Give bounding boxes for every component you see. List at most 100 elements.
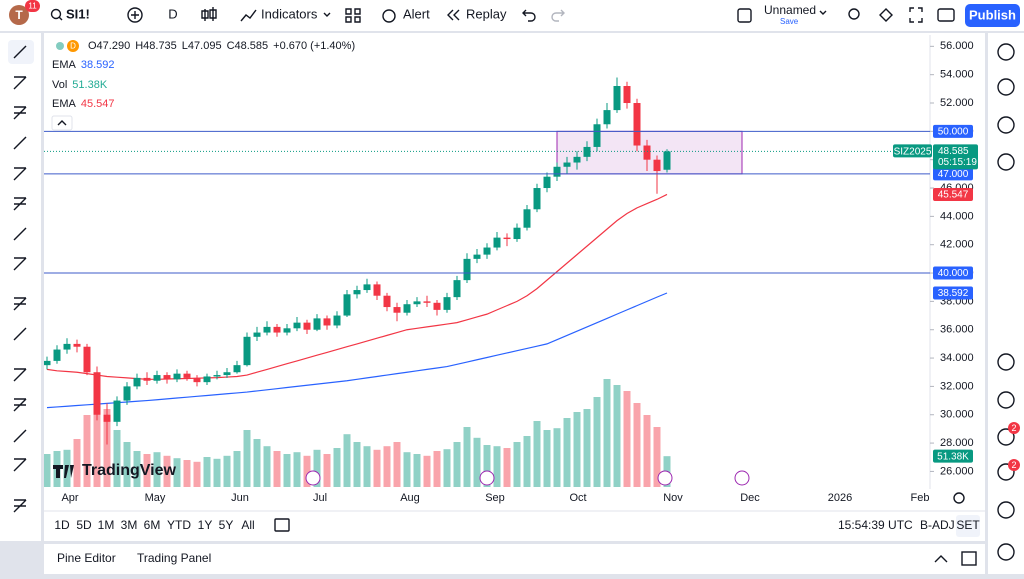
snapshot-icon[interactable] xyxy=(937,8,955,22)
replay-icon[interactable] xyxy=(447,9,460,21)
redo-icon[interactable] xyxy=(551,9,565,22)
candle-body xyxy=(363,284,371,291)
quick-search-icon[interactable] xyxy=(848,8,860,20)
sidebar-icon[interactable] xyxy=(997,353,1015,371)
session[interactable]: SET xyxy=(956,518,980,532)
interval[interactable]: D xyxy=(168,6,177,21)
legend-collapse[interactable] xyxy=(51,115,73,131)
tool-icon[interactable] xyxy=(13,398,27,412)
expand-icon[interactable] xyxy=(934,555,948,563)
sidebar-icon[interactable] xyxy=(997,543,1015,561)
candle-body xyxy=(123,386,131,401)
y-tick-label: 56.000 xyxy=(940,40,974,52)
volume-bar xyxy=(273,451,281,487)
sidebar-icon[interactable] xyxy=(997,78,1015,96)
event-marker[interactable] xyxy=(305,470,321,486)
alert-button[interactable]: Alert xyxy=(403,6,430,21)
alert-icon[interactable] xyxy=(382,9,396,23)
candle-body xyxy=(163,375,171,380)
candle-body xyxy=(273,326,281,333)
date-range-icon[interactable] xyxy=(274,518,290,532)
legend-value: 45.547 xyxy=(81,98,115,110)
volume-bar xyxy=(383,446,391,487)
sidebar-icon[interactable] xyxy=(997,463,1015,481)
chevron[interactable] xyxy=(819,10,827,15)
candle-body xyxy=(573,156,581,163)
volume-bar xyxy=(283,454,291,487)
candle-body xyxy=(103,414,111,422)
indicators-icon[interactable] xyxy=(240,9,257,22)
volume-bar xyxy=(193,461,201,487)
tool-icon[interactable] xyxy=(13,429,27,443)
sidebar-icon[interactable] xyxy=(997,428,1015,446)
bottom-panel xyxy=(44,544,985,574)
tool-icon[interactable] xyxy=(13,136,27,150)
volume-bar xyxy=(203,457,211,487)
event-marker[interactable] xyxy=(479,470,495,486)
tool-icon[interactable] xyxy=(13,227,27,241)
sidebar-icon[interactable] xyxy=(997,501,1015,519)
candle-body xyxy=(44,360,51,366)
publish-button[interactable] xyxy=(965,4,1020,27)
tool-icon[interactable] xyxy=(13,297,27,311)
layout-name[interactable]: Unnamed xyxy=(764,3,816,17)
tool-icon[interactable] xyxy=(13,167,27,181)
search-icon[interactable] xyxy=(50,8,62,20)
event-marker[interactable] xyxy=(657,470,673,486)
x-tick-label: Nov xyxy=(663,492,683,504)
indicators-button[interactable]: Indicators xyxy=(261,6,318,21)
timeframe[interactable]: 1M xyxy=(98,518,115,532)
timeframe[interactable]: 5Y xyxy=(219,518,234,532)
timeframe[interactable]: 3M xyxy=(121,518,138,532)
axis-settings[interactable] xyxy=(953,492,965,504)
replay-button[interactable]: Replay xyxy=(466,6,507,21)
legend-ohlc: +0.670 (+1.40%) xyxy=(273,40,355,52)
save-label[interactable]: Save xyxy=(780,17,799,26)
timeframe[interactable]: 1D xyxy=(54,518,70,532)
candle-body xyxy=(663,151,671,170)
candle-body xyxy=(633,103,641,146)
volume-bar xyxy=(653,427,661,487)
adjustment[interactable]: B-ADJ xyxy=(920,518,955,532)
x-tick-label: May xyxy=(145,492,166,504)
tool-icon[interactable] xyxy=(13,368,27,382)
tool-icon[interactable] xyxy=(13,76,27,90)
sidebar-icon[interactable] xyxy=(997,116,1015,134)
timeframe[interactable]: All xyxy=(241,518,254,532)
candle-body xyxy=(213,375,221,377)
timeframe[interactable]: 1Y xyxy=(198,518,213,532)
symbol[interactable]: SI1! xyxy=(66,6,90,21)
candle-body xyxy=(83,346,91,373)
timeframe[interactable]: 6M xyxy=(144,518,161,532)
layout-icon[interactable] xyxy=(737,8,752,23)
fullscreen-icon[interactable] xyxy=(909,7,923,23)
countdown: 05:15:19 xyxy=(938,157,977,168)
avatar[interactable] xyxy=(9,5,29,25)
chevron[interactable] xyxy=(323,12,331,17)
tool-icon[interactable] xyxy=(13,197,27,211)
tool-icon[interactable] xyxy=(13,499,27,513)
timeframe[interactable]: 5D xyxy=(76,518,92,532)
tool-icon[interactable] xyxy=(13,458,27,472)
tool-icon[interactable] xyxy=(13,106,27,120)
maximize-icon[interactable] xyxy=(961,551,977,566)
x-tick-label: Dec xyxy=(740,492,760,504)
volume-bar xyxy=(533,421,541,487)
timeframe[interactable]: YTD xyxy=(167,518,191,532)
sidebar-icon[interactable] xyxy=(997,391,1015,409)
undo-icon[interactable] xyxy=(522,9,536,22)
tool-icon[interactable] xyxy=(13,327,27,341)
tool-icon[interactable] xyxy=(13,257,27,271)
tool-icon[interactable] xyxy=(13,45,27,59)
legend-name: EMA xyxy=(52,59,77,71)
templates-icon[interactable] xyxy=(345,8,361,23)
sidebar-icon[interactable] xyxy=(997,153,1015,171)
compare-icon[interactable] xyxy=(127,7,143,23)
pine-editor-tab[interactable]: Pine Editor xyxy=(57,551,116,565)
volume-bar xyxy=(263,446,271,487)
sidebar-icon[interactable] xyxy=(997,43,1015,61)
trading-panel-tab[interactable]: Trading Panel xyxy=(137,551,211,565)
settings-icon[interactable] xyxy=(879,8,893,22)
event-marker[interactable] xyxy=(734,470,750,486)
chart-type-icon[interactable] xyxy=(201,7,217,21)
